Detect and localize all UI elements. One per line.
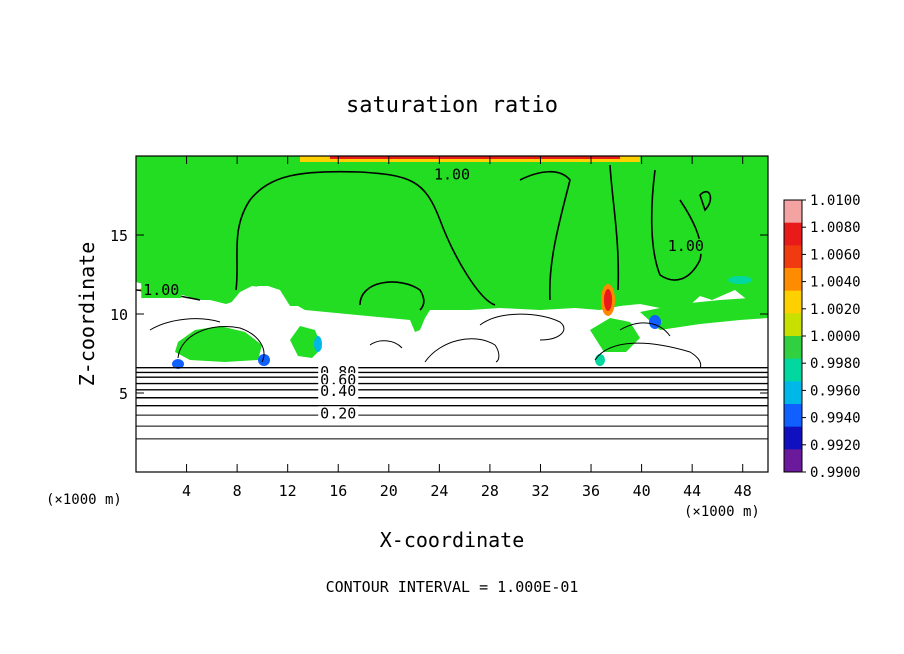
contour-label: 1.00 [668,237,704,255]
contour-label: 1.00 [434,166,470,184]
low-sat-spot-3 [314,336,322,352]
horizontal-contour-line [136,404,768,407]
contour-1-00-c [650,169,702,281]
y-tick-label: 10 [110,306,128,324]
contour-cell-3 [594,342,702,369]
x-axis-label: X-coordinate [380,528,525,552]
colorbar-swatch [784,200,802,224]
y-axis-label: Z-coordinate [75,242,99,387]
x-tick-label: 12 [279,482,297,500]
colorbar-swatch [784,358,802,382]
colorbar-label: 1.0020 [810,302,861,318]
low-sat-spot-2 [258,354,270,366]
high-sat-center [604,289,612,311]
colorbar-swatch [784,426,802,450]
contour-1-00-a [235,170,496,306]
contour-label: 0.40 [320,382,356,400]
x-tick-label: 8 [233,482,242,500]
colorbar-swatch [784,222,802,246]
contour-cell-6 [149,318,221,331]
colorbar-swatch [784,381,802,405]
contour-label-bg [665,238,706,254]
top-boundary-line [330,156,620,159]
x-tick-label: 40 [633,482,651,500]
x-tick-label: 24 [430,482,448,500]
colorbar-label: 0.9920 [810,438,861,454]
contour-label-bg [141,283,182,299]
horizontal-contour-line [136,366,768,369]
x-tick-label: 20 [380,482,398,500]
mid-sat-spot-2 [728,276,752,284]
colorbar-swatch [784,404,802,428]
contour-label-bg [432,167,472,183]
contour-1-00-d [359,281,425,311]
horizontal-contour-line [136,388,768,391]
colorbar-label: 0.9960 [810,383,861,399]
contour-1-00-b [519,170,571,301]
y-tick-label: 5 [119,385,128,403]
x-unit-label: (×1000 m) [684,504,760,520]
horizontal-contour-line [136,396,768,399]
horizontal-contour-line [136,425,768,427]
contour-label: 1.00 [143,281,179,299]
x-tick-label: 36 [582,482,600,500]
green-patch-4 [640,298,768,330]
horizontal-contour-line [136,371,768,374]
low-sat-spot-4 [595,354,605,366]
contour-cell-2 [424,338,500,363]
green-patch-2 [290,326,322,358]
contour-label: 0.20 [320,404,356,422]
contour-interval-note: CONTOUR INTERVAL = 1.000E-01 [326,578,579,596]
contour-cell-4 [479,313,565,341]
green-patch-1 [175,326,262,362]
colorbar-label: 1.0000 [810,329,861,345]
contour-cell-1 [177,326,265,363]
plot-field: 1.001.001.000.800.600.400.20 [136,156,768,472]
colorbar-swatch [784,449,802,473]
x-tick-label: 16 [329,482,347,500]
contour-cell-5 [369,340,403,349]
x-tick-label: 32 [531,482,549,500]
cloud-gap [230,286,284,312]
horizontal-contour-line [136,438,768,440]
colorbar-label: 1.0040 [810,275,861,291]
colorbar-swatch [784,313,802,337]
contour-1-00-g [699,190,712,212]
chart-title: saturation ratio [346,93,558,118]
colorbar-label: 1.0080 [810,220,861,236]
colorbar-label: 1.0100 [810,193,861,209]
low-sat-spot-1 [172,359,184,369]
colorbar-swatch [784,290,802,314]
horizontal-contours [136,366,768,440]
colorbar: 1.0100 1.0080 1.0060 1.0040 1.0020 1.0000 0.99… [783,193,861,481]
x-tick-label: 48 [734,482,752,500]
y-tick-label: 15 [110,227,128,245]
horizontal-contour-line [136,376,768,379]
colorbar-label: 1.0060 [810,247,861,263]
x-tick-label: 4 [182,482,191,500]
colorbar-label: 0.9980 [810,356,861,372]
x-tick-label: 44 [683,482,701,500]
horizontal-contour-line [136,414,768,416]
contour-label-bg [318,406,359,422]
colorbar-label: 0.9940 [810,411,861,427]
y-unit-label: (×1000 m) [46,492,122,508]
contour-cell-7 [619,322,671,337]
colorbar-label: 0.9900 [810,465,861,481]
contour-label-bg [318,384,359,400]
y-axis-ticks: 5 10 15 [110,227,768,403]
contour-labels: 1.001.001.000.800.600.400.20 [141,166,706,422]
x-axis-ticks: 4 8 12 16 20 24 28 32 36 40 44 48 [182,156,752,500]
contour-1-00-f [609,164,620,291]
colorbar-swatch [784,268,802,292]
colorbar-swatch [784,336,802,360]
horizontal-contour-line [136,382,768,385]
colorbar-swatch [784,245,802,269]
x-tick-label: 28 [481,482,499,500]
